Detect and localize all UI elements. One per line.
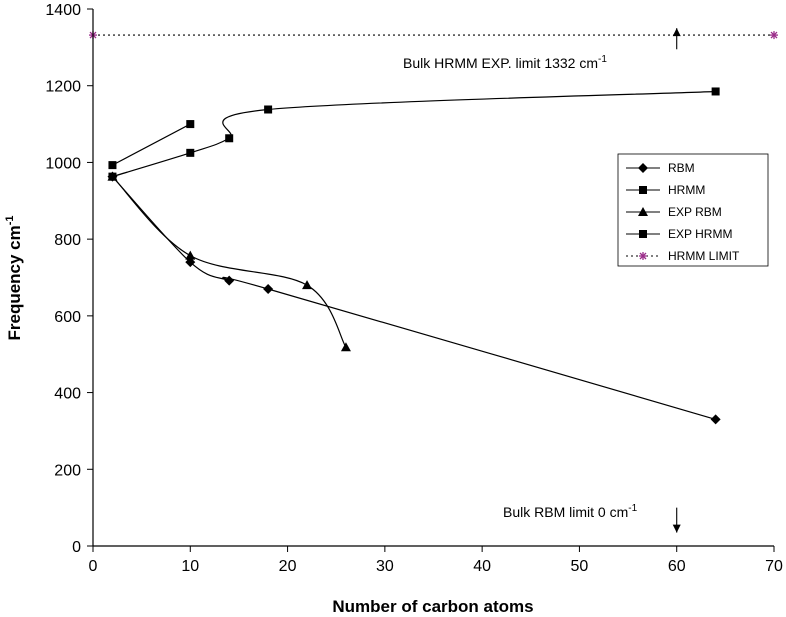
legend-swatch-marker	[639, 252, 647, 260]
y-tick-label: 1400	[45, 2, 81, 19]
y-tick-label: 1000	[45, 155, 81, 172]
data-point-rbm	[224, 275, 235, 286]
annotations: Bulk HRMM EXP. limit 1332 cm-1 Bulk RBM …	[403, 28, 681, 533]
y-tick-label: 1200	[45, 79, 81, 96]
data-point-hrmm	[225, 134, 234, 143]
series-line-exp-hrmm	[112, 123, 191, 166]
legend-item-rbm: RBM	[626, 161, 695, 175]
y-tick-label: 600	[54, 309, 81, 326]
legend-swatch-marker	[638, 163, 648, 173]
plot-area	[89, 31, 778, 425]
series-line-exp-rbm	[112, 176, 347, 348]
series-line-rbm	[112, 176, 716, 420]
legend-label: HRMM LIMIT	[668, 249, 740, 263]
data-point-hrmm	[264, 105, 273, 114]
annotation-hrmm-limit-text: Bulk HRMM EXP. limit 1332 cm	[403, 55, 598, 71]
y-tick-label: 800	[54, 232, 81, 249]
y-tick-label: 200	[54, 462, 81, 479]
data-point-hrmm-limit	[770, 31, 778, 40]
annotation-arrow-head	[672, 28, 681, 37]
y-axis-title-main: Frequency cm	[5, 225, 24, 340]
x-tick-label: 30	[376, 558, 394, 575]
data-point-rbm	[710, 414, 721, 425]
y-ticks: 0 200 400 600 800 1000 1200 1400	[45, 2, 93, 556]
x-tick-label: 70	[765, 558, 783, 575]
legend-swatch-marker	[639, 186, 647, 194]
data-point-exp-rbm	[107, 171, 118, 181]
data-point-exp-rbm	[340, 342, 351, 352]
y-tick-label: 400	[54, 386, 81, 403]
series-exp-rbm	[107, 171, 351, 352]
series-exp-hrmm	[108, 120, 195, 170]
legend-label: HRMM	[668, 183, 705, 197]
series-line-hrmm	[112, 90, 716, 178]
x-tick-label: 60	[668, 558, 686, 575]
annotation-hrmm-limit-sup: -1	[598, 54, 607, 65]
x-tick-label: 10	[181, 558, 199, 575]
annotation-arrow-head	[672, 524, 681, 533]
legend-swatch-marker	[639, 230, 647, 238]
data-point-exp-hrmm	[108, 161, 117, 170]
annotation-rbm-limit-sup: -1	[628, 503, 637, 514]
data-point-hrmm	[186, 148, 195, 157]
annotation-rbm-limit: Bulk RBM limit 0 cm-1	[503, 503, 638, 520]
legend-label: EXP HRMM	[668, 227, 732, 241]
axes	[92, 9, 774, 547]
x-tick-label: 40	[473, 558, 491, 575]
legend-label: RBM	[668, 161, 695, 175]
data-point-rbm	[185, 257, 196, 268]
x-tick-label: 0	[89, 558, 98, 575]
y-tick-label: 0	[72, 539, 81, 556]
y-axis-title: Frequency cm-1	[4, 215, 24, 340]
data-point-rbm	[263, 284, 274, 295]
legend-item-exp-hrmm: EXP HRMM	[626, 227, 732, 241]
legend-item-exp-rbm: EXP RBM	[626, 205, 722, 219]
legend-item-hrmm-limit: HRMM LIMIT	[626, 249, 740, 263]
y-axis-title-sup: -1	[4, 215, 16, 225]
annotation-hrmm-limit: Bulk HRMM EXP. limit 1332 cm-1	[403, 54, 607, 71]
data-point-exp-rbm	[185, 250, 196, 260]
legend-item-hrmm: HRMM	[626, 183, 705, 197]
x-tick-label: 20	[279, 558, 297, 575]
data-point-exp-hrmm	[186, 120, 195, 129]
data-point-hrmm	[711, 87, 720, 96]
data-point-exp-rbm	[302, 280, 313, 290]
x-axis-title: Number of carbon atoms	[332, 597, 533, 616]
x-tick-label: 50	[571, 558, 589, 575]
annotation-rbm-limit-text: Bulk RBM limit 0 cm	[503, 504, 628, 520]
legend-swatch-marker	[638, 207, 648, 216]
x-ticks: 0 10 20 30 40 50 60 70	[89, 546, 783, 575]
legend-label: EXP RBM	[668, 205, 722, 219]
legend: RBM HRMM EXP RBM EXP HRMM HRMM LIMIT	[617, 153, 769, 267]
